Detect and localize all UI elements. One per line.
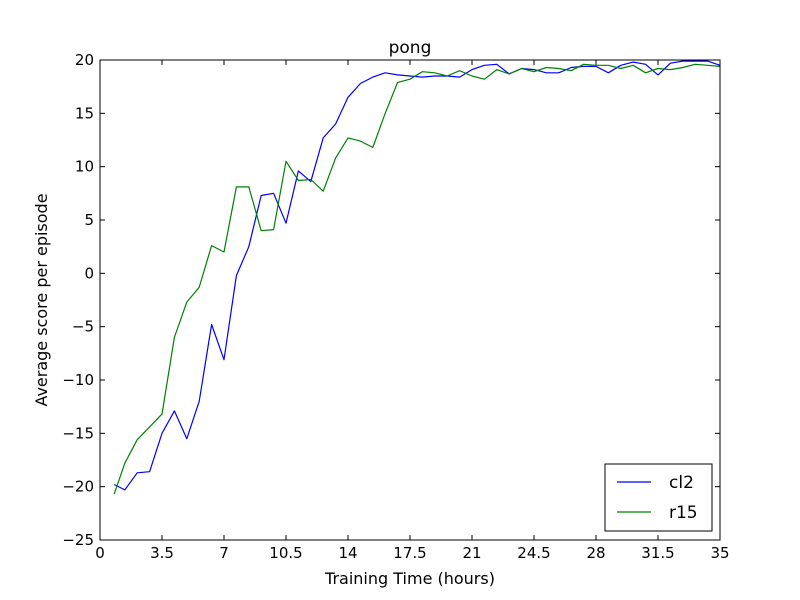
y-tick-label: −10 (62, 371, 94, 389)
y-tick-label: −20 (62, 478, 94, 496)
x-tick-label: 21 (462, 544, 481, 562)
x-tick-label: 3.5 (150, 544, 174, 562)
chart-title: pong (389, 38, 432, 58)
x-tick-label: 31.5 (641, 544, 674, 562)
x-tick-label: 24.5 (517, 544, 550, 562)
plot-area-frame (99, 59, 721, 541)
y-tick-label: 10 (75, 158, 94, 176)
y-axis-label: Average score per episode (32, 193, 51, 406)
series-line-cl2 (113, 60, 721, 491)
y-tick-label: 20 (75, 51, 94, 69)
legend-label: cl2 (669, 473, 694, 493)
legend-box (604, 463, 713, 532)
x-tick-label: 17.5 (393, 544, 426, 562)
x-axis-label: Training Time (hours) (324, 569, 495, 588)
x-tick-label: 35 (710, 544, 729, 562)
y-tick-label: 5 (84, 211, 94, 229)
y-tick-label: −25 (62, 531, 94, 549)
legend-label: r15 (669, 503, 698, 523)
plot-series (113, 60, 721, 495)
y-tick-label: −15 (62, 424, 94, 442)
x-axis: 0 3.5 7 10.5 14 17.5 21 24.5 28 31.5 35 (95, 60, 730, 562)
x-tick-label: 14 (338, 544, 357, 562)
y-tick-label: 15 (75, 104, 94, 122)
x-tick-label: 28 (586, 544, 605, 562)
y-tick-label: −5 (72, 318, 94, 336)
x-tick-label: 10.5 (269, 544, 302, 562)
y-axis: −25 −20 −15 −10 −5 0 5 10 15 20 (62, 51, 720, 549)
series-line-r15 (113, 63, 721, 495)
x-tick-label: 7 (219, 544, 229, 562)
legend: cl2 r15 (604, 463, 713, 532)
y-tick-label: 0 (84, 264, 94, 282)
x-tick-label: 0 (95, 544, 105, 562)
